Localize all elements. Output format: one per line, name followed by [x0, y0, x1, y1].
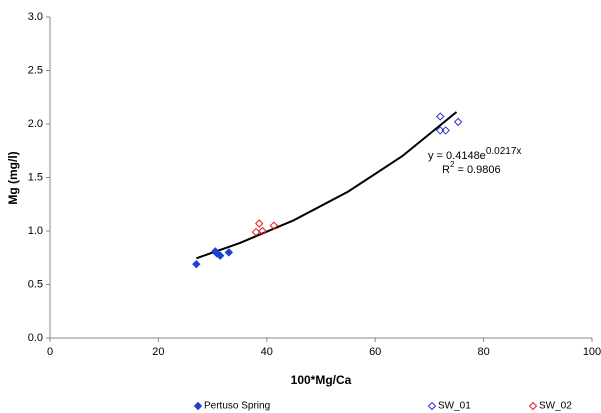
data-point: [224, 248, 234, 257]
x-axis-label: 100*Mg/Ca: [291, 373, 352, 387]
x-tick-label: 40: [261, 346, 273, 358]
legend-label: SW_01: [438, 401, 471, 412]
y-tick-label: 2.0: [28, 118, 43, 130]
legend-item: SW_01: [427, 401, 471, 412]
x-tick-label: 80: [477, 346, 489, 358]
y-tick-label: 3.0: [28, 11, 43, 23]
data-point: [258, 226, 267, 236]
y-tick-label: 0.5: [28, 278, 43, 290]
y-axis-label: Mg (mg/l): [6, 151, 20, 204]
trend-line: [196, 111, 458, 260]
data-point: [453, 117, 463, 127]
equation-exponent: 0.0217x: [486, 146, 522, 157]
x-tick-label: 0: [47, 346, 53, 358]
data-point: [255, 219, 264, 228]
legend-label: SW_02: [539, 401, 572, 412]
trend-equation: y = 0.4148e0.0217x: [428, 146, 521, 162]
legend-item: Pertuso Spring: [193, 401, 270, 412]
y-tick-label: 1.5: [28, 171, 43, 183]
data-point: [251, 227, 261, 237]
y-tick-label: 2.5: [28, 64, 43, 76]
x-tick-label: 60: [369, 346, 381, 358]
data-point: [215, 251, 225, 260]
legend-label: Pertuso Spring: [204, 401, 270, 412]
data-point: [192, 259, 201, 269]
legend-item: SW_02: [528, 401, 572, 412]
r-squared-exponent: 2: [450, 160, 455, 169]
y-tick-label: 0.0: [28, 332, 43, 344]
r-squared-base: R: [442, 164, 450, 176]
legend-marker: [193, 401, 203, 411]
legend-marker: [427, 401, 437, 411]
data-point: [436, 126, 445, 135]
data-point: [269, 221, 279, 230]
equation-base: y = 0.4148e: [428, 150, 486, 162]
data-point: [441, 126, 450, 135]
data-point: [436, 112, 445, 121]
x-tick-label: 20: [152, 346, 164, 358]
x-tick-label: 100: [583, 346, 601, 358]
r-squared: R2 = 0.9806: [442, 160, 501, 176]
legend-marker: [528, 401, 538, 411]
y-tick-label: 1.0: [28, 225, 43, 237]
r-squared-value: = 0.9806: [454, 164, 500, 176]
